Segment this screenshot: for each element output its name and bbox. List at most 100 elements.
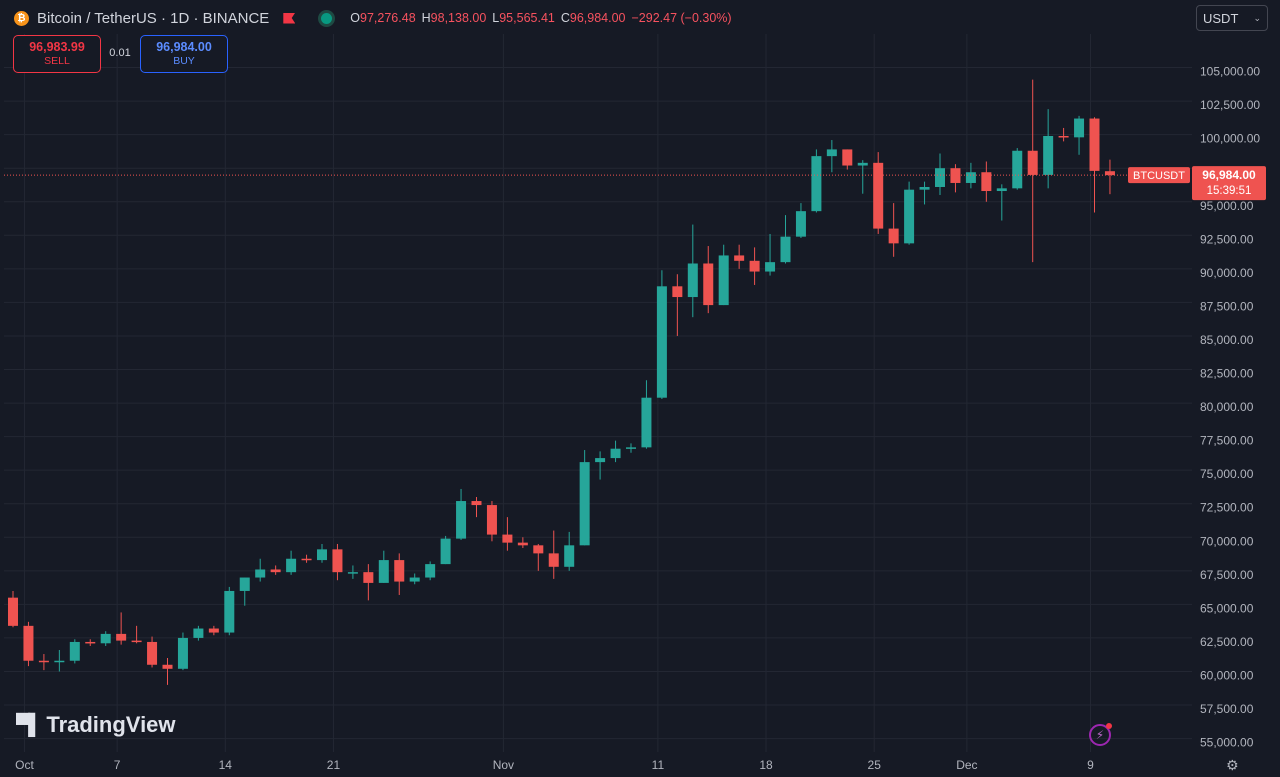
candle <box>147 636 158 668</box>
candle <box>610 440 621 463</box>
y-tick-label: 62,500.00 <box>1200 635 1254 649</box>
candle <box>672 274 683 336</box>
ohlc-values: O97,276.48 H98,138.00 L95,565.41 C96,984… <box>350 11 732 25</box>
candle <box>656 270 667 400</box>
change-value: −292.47 (−0.30%) <box>631 11 732 25</box>
candle-body <box>471 501 482 506</box>
buy-label: BUY <box>173 55 195 67</box>
candle <box>100 631 111 646</box>
candle-body <box>502 534 513 543</box>
low-value: 95,565.41 <box>499 11 555 25</box>
sell-button[interactable]: 96,983.99 SELL <box>13 35 101 73</box>
candle-body <box>409 577 420 582</box>
candle <box>286 550 297 575</box>
high-value: 98,138.00 <box>430 11 487 25</box>
candle <box>842 149 853 170</box>
candle <box>826 140 837 173</box>
gear-icon[interactable]: ⚙ <box>1226 757 1239 773</box>
candle <box>38 654 49 671</box>
price-chart[interactable]: BTCUSDT <box>4 34 1192 752</box>
symbol-tag-bg <box>1128 167 1190 184</box>
candle-body <box>1074 118 1085 138</box>
x-tick-label: 21 <box>327 758 341 772</box>
candle-body <box>672 286 683 298</box>
candle <box>641 380 652 449</box>
candle <box>888 203 899 257</box>
candle-body <box>486 505 497 535</box>
candle-body <box>1012 150 1023 189</box>
sell-label: SELL <box>44 55 70 67</box>
market-status-icon[interactable] <box>321 12 333 24</box>
candle <box>301 554 312 563</box>
candle-body <box>85 641 96 644</box>
candle-body <box>100 633 111 644</box>
y-tick-label: 100,000.00 <box>1200 132 1260 146</box>
x-tick-label: 9 <box>1087 758 1094 772</box>
y-tick-label: 65,000.00 <box>1200 601 1254 615</box>
candle-body <box>224 590 235 633</box>
candle <box>981 161 992 202</box>
candle-body <box>888 228 899 244</box>
candle <box>363 564 374 601</box>
candle <box>425 561 436 581</box>
candle <box>193 625 204 641</box>
candle-body <box>131 640 142 643</box>
candle <box>116 612 127 645</box>
last-price-tag <box>1192 166 1266 201</box>
candle-body <box>239 577 250 591</box>
lightning-icon[interactable]: ⚡ <box>1089 723 1112 746</box>
y-tick-label: 72,500.00 <box>1200 501 1254 515</box>
candle-body <box>873 162 884 229</box>
candle-body <box>347 572 358 574</box>
candles <box>8 79 1115 685</box>
candle-body <box>564 545 575 567</box>
candle <box>564 531 575 571</box>
y-tick-label: 92,500.00 <box>1200 232 1254 246</box>
y-tick-label: 82,500.00 <box>1200 367 1254 381</box>
candle <box>765 233 776 276</box>
x-tick-label: Oct <box>15 758 34 772</box>
buy-button[interactable]: 96,984.00 BUY <box>140 35 228 73</box>
candle <box>548 530 559 579</box>
candle <box>69 639 80 664</box>
candle-body <box>1058 135 1069 138</box>
candle-body <box>656 286 667 398</box>
candle-body <box>317 549 327 561</box>
candle <box>486 501 497 542</box>
candle-body <box>208 628 219 633</box>
symbol-tag-text: BTCUSDT <box>1133 170 1185 182</box>
y-tick-label: 55,000.00 <box>1200 736 1254 750</box>
candle-body <box>1089 118 1100 171</box>
candle-body <box>595 458 606 463</box>
candle-body <box>69 641 80 661</box>
candle <box>471 497 482 518</box>
candle-body <box>425 564 436 578</box>
grid <box>4 34 1192 752</box>
candle-body <box>8 597 18 626</box>
y-tick-label: 95,000.00 <box>1200 199 1254 213</box>
candle <box>502 517 513 551</box>
tradingview-logo[interactable]: ▀▌ TradingView <box>16 712 176 738</box>
spread-value: 0.01 <box>109 47 131 59</box>
candle <box>1027 79 1038 263</box>
candle <box>162 658 173 685</box>
candle <box>734 244 745 269</box>
candle <box>811 149 822 213</box>
candle-body <box>610 448 621 459</box>
candle <box>703 246 714 314</box>
candle-body <box>703 263 714 306</box>
candle-body <box>301 558 312 561</box>
candle <box>347 565 358 579</box>
flag-icon[interactable] <box>283 12 296 24</box>
candle <box>919 181 930 205</box>
time-axis[interactable]: Oct71421Nov111825Dec91 <box>0 752 1192 777</box>
currency-select[interactable]: USDT ⌄ <box>1196 5 1268 31</box>
candle-body <box>734 255 745 261</box>
candle-body <box>904 189 915 244</box>
candle-body <box>842 149 853 166</box>
candle-body <box>162 664 173 669</box>
candle <box>595 451 606 480</box>
symbol-title[interactable]: Bitcoin / TetherUS · 1D · BINANCE <box>37 9 270 27</box>
price-axis[interactable]: 55,000.00 57,500.00 60,000.00 62,500.00 65,0… <box>1192 34 1280 752</box>
x-tick-label: 14 <box>219 758 233 772</box>
